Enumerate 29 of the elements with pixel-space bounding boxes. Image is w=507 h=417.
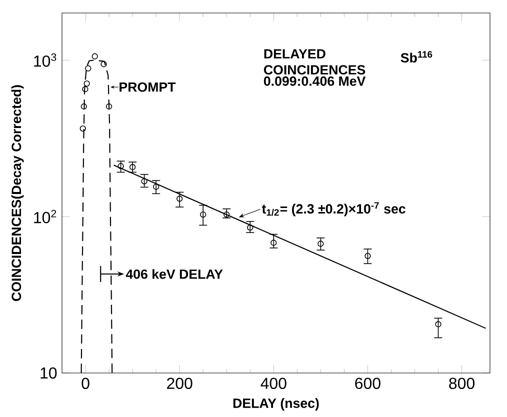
annotation: PROMPT xyxy=(120,82,176,92)
annotation: Sb$^{116}$ xyxy=(400,51,432,63)
point xyxy=(84,80,90,87)
x-axis-title: DELAY (nsec) xyxy=(233,398,319,411)
point xyxy=(85,65,92,72)
point xyxy=(80,126,86,132)
x-tick-label: 200 xyxy=(167,378,192,390)
point xyxy=(129,164,136,170)
y-tick-label: 10 xyxy=(40,367,57,379)
point xyxy=(106,103,112,110)
point xyxy=(318,240,324,247)
annotation: t$_{1/2}$= (2.3 ±0.2)×10$^{-7}$ sec xyxy=(262,202,406,216)
point xyxy=(80,103,87,110)
y-axis-title: COINCIDENCES(Decay Corrected) xyxy=(11,85,24,301)
x-tick-label: 400 xyxy=(260,378,286,390)
point xyxy=(224,211,230,218)
x-tick-label: 0 xyxy=(82,378,90,390)
y-tick-label: 10$^{2}$ xyxy=(34,210,56,224)
text: 0.099:0.406 MeV xyxy=(264,76,366,86)
point xyxy=(82,86,88,92)
point xyxy=(100,61,107,68)
point xyxy=(118,163,124,170)
point xyxy=(247,224,254,231)
annotation: 406 keV DELAY xyxy=(126,269,223,279)
y-tick-label: 10$^{3}$ xyxy=(34,53,56,67)
point xyxy=(92,53,98,60)
x-tick-label: 800 xyxy=(449,378,474,390)
text: DELAYED COINCIDENCES xyxy=(264,49,366,75)
x-tick-label: 600 xyxy=(355,378,380,390)
